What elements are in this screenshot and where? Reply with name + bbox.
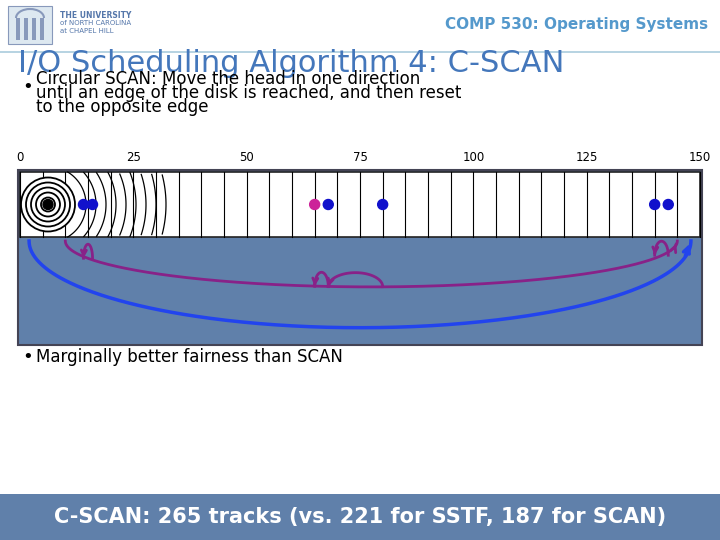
Bar <box>24 18 28 40</box>
FancyBboxPatch shape <box>18 170 702 345</box>
Text: I/O Scheduling Algorithm 4: C-SCAN: I/O Scheduling Algorithm 4: C-SCAN <box>18 50 564 78</box>
FancyBboxPatch shape <box>20 172 700 237</box>
Text: 150: 150 <box>689 151 711 164</box>
Text: C-SCAN: 265 tracks (vs. 221 for SSTF, 187 for SCAN): C-SCAN: 265 tracks (vs. 221 for SSTF, 18… <box>54 507 666 527</box>
Text: •: • <box>22 348 32 366</box>
Text: until an edge of the disk is reached, and then reset: until an edge of the disk is reached, an… <box>36 84 462 102</box>
Bar <box>40 18 44 40</box>
Text: at CHAPEL HILL: at CHAPEL HILL <box>60 28 114 34</box>
Circle shape <box>31 187 65 221</box>
Circle shape <box>41 198 55 212</box>
Text: Marginally better fairness than SCAN: Marginally better fairness than SCAN <box>36 348 343 366</box>
Text: 25: 25 <box>126 151 141 164</box>
Circle shape <box>88 199 97 210</box>
Bar <box>32 18 36 40</box>
Circle shape <box>310 199 320 210</box>
Text: Circular SCAN: Move the head in one direction: Circular SCAN: Move the head in one dire… <box>36 70 420 88</box>
Circle shape <box>378 199 387 210</box>
Text: THE UNIVERSITY: THE UNIVERSITY <box>60 10 131 19</box>
FancyBboxPatch shape <box>0 494 720 540</box>
Circle shape <box>36 192 60 217</box>
Text: 125: 125 <box>575 151 598 164</box>
Text: to the opposite edge: to the opposite edge <box>36 98 209 116</box>
Text: 75: 75 <box>353 151 367 164</box>
Circle shape <box>649 199 660 210</box>
FancyBboxPatch shape <box>8 6 52 44</box>
Text: COMP 530: Operating Systems: COMP 530: Operating Systems <box>445 17 708 31</box>
Text: of NORTH CAROLINA: of NORTH CAROLINA <box>60 20 131 26</box>
Text: •: • <box>22 78 32 96</box>
Bar <box>16 18 20 40</box>
Circle shape <box>43 199 53 210</box>
Circle shape <box>26 183 70 226</box>
Circle shape <box>663 199 673 210</box>
Text: 0: 0 <box>17 151 24 164</box>
Text: 100: 100 <box>462 151 485 164</box>
Circle shape <box>21 178 75 232</box>
Circle shape <box>78 199 89 210</box>
Circle shape <box>323 199 333 210</box>
Text: 50: 50 <box>239 151 254 164</box>
